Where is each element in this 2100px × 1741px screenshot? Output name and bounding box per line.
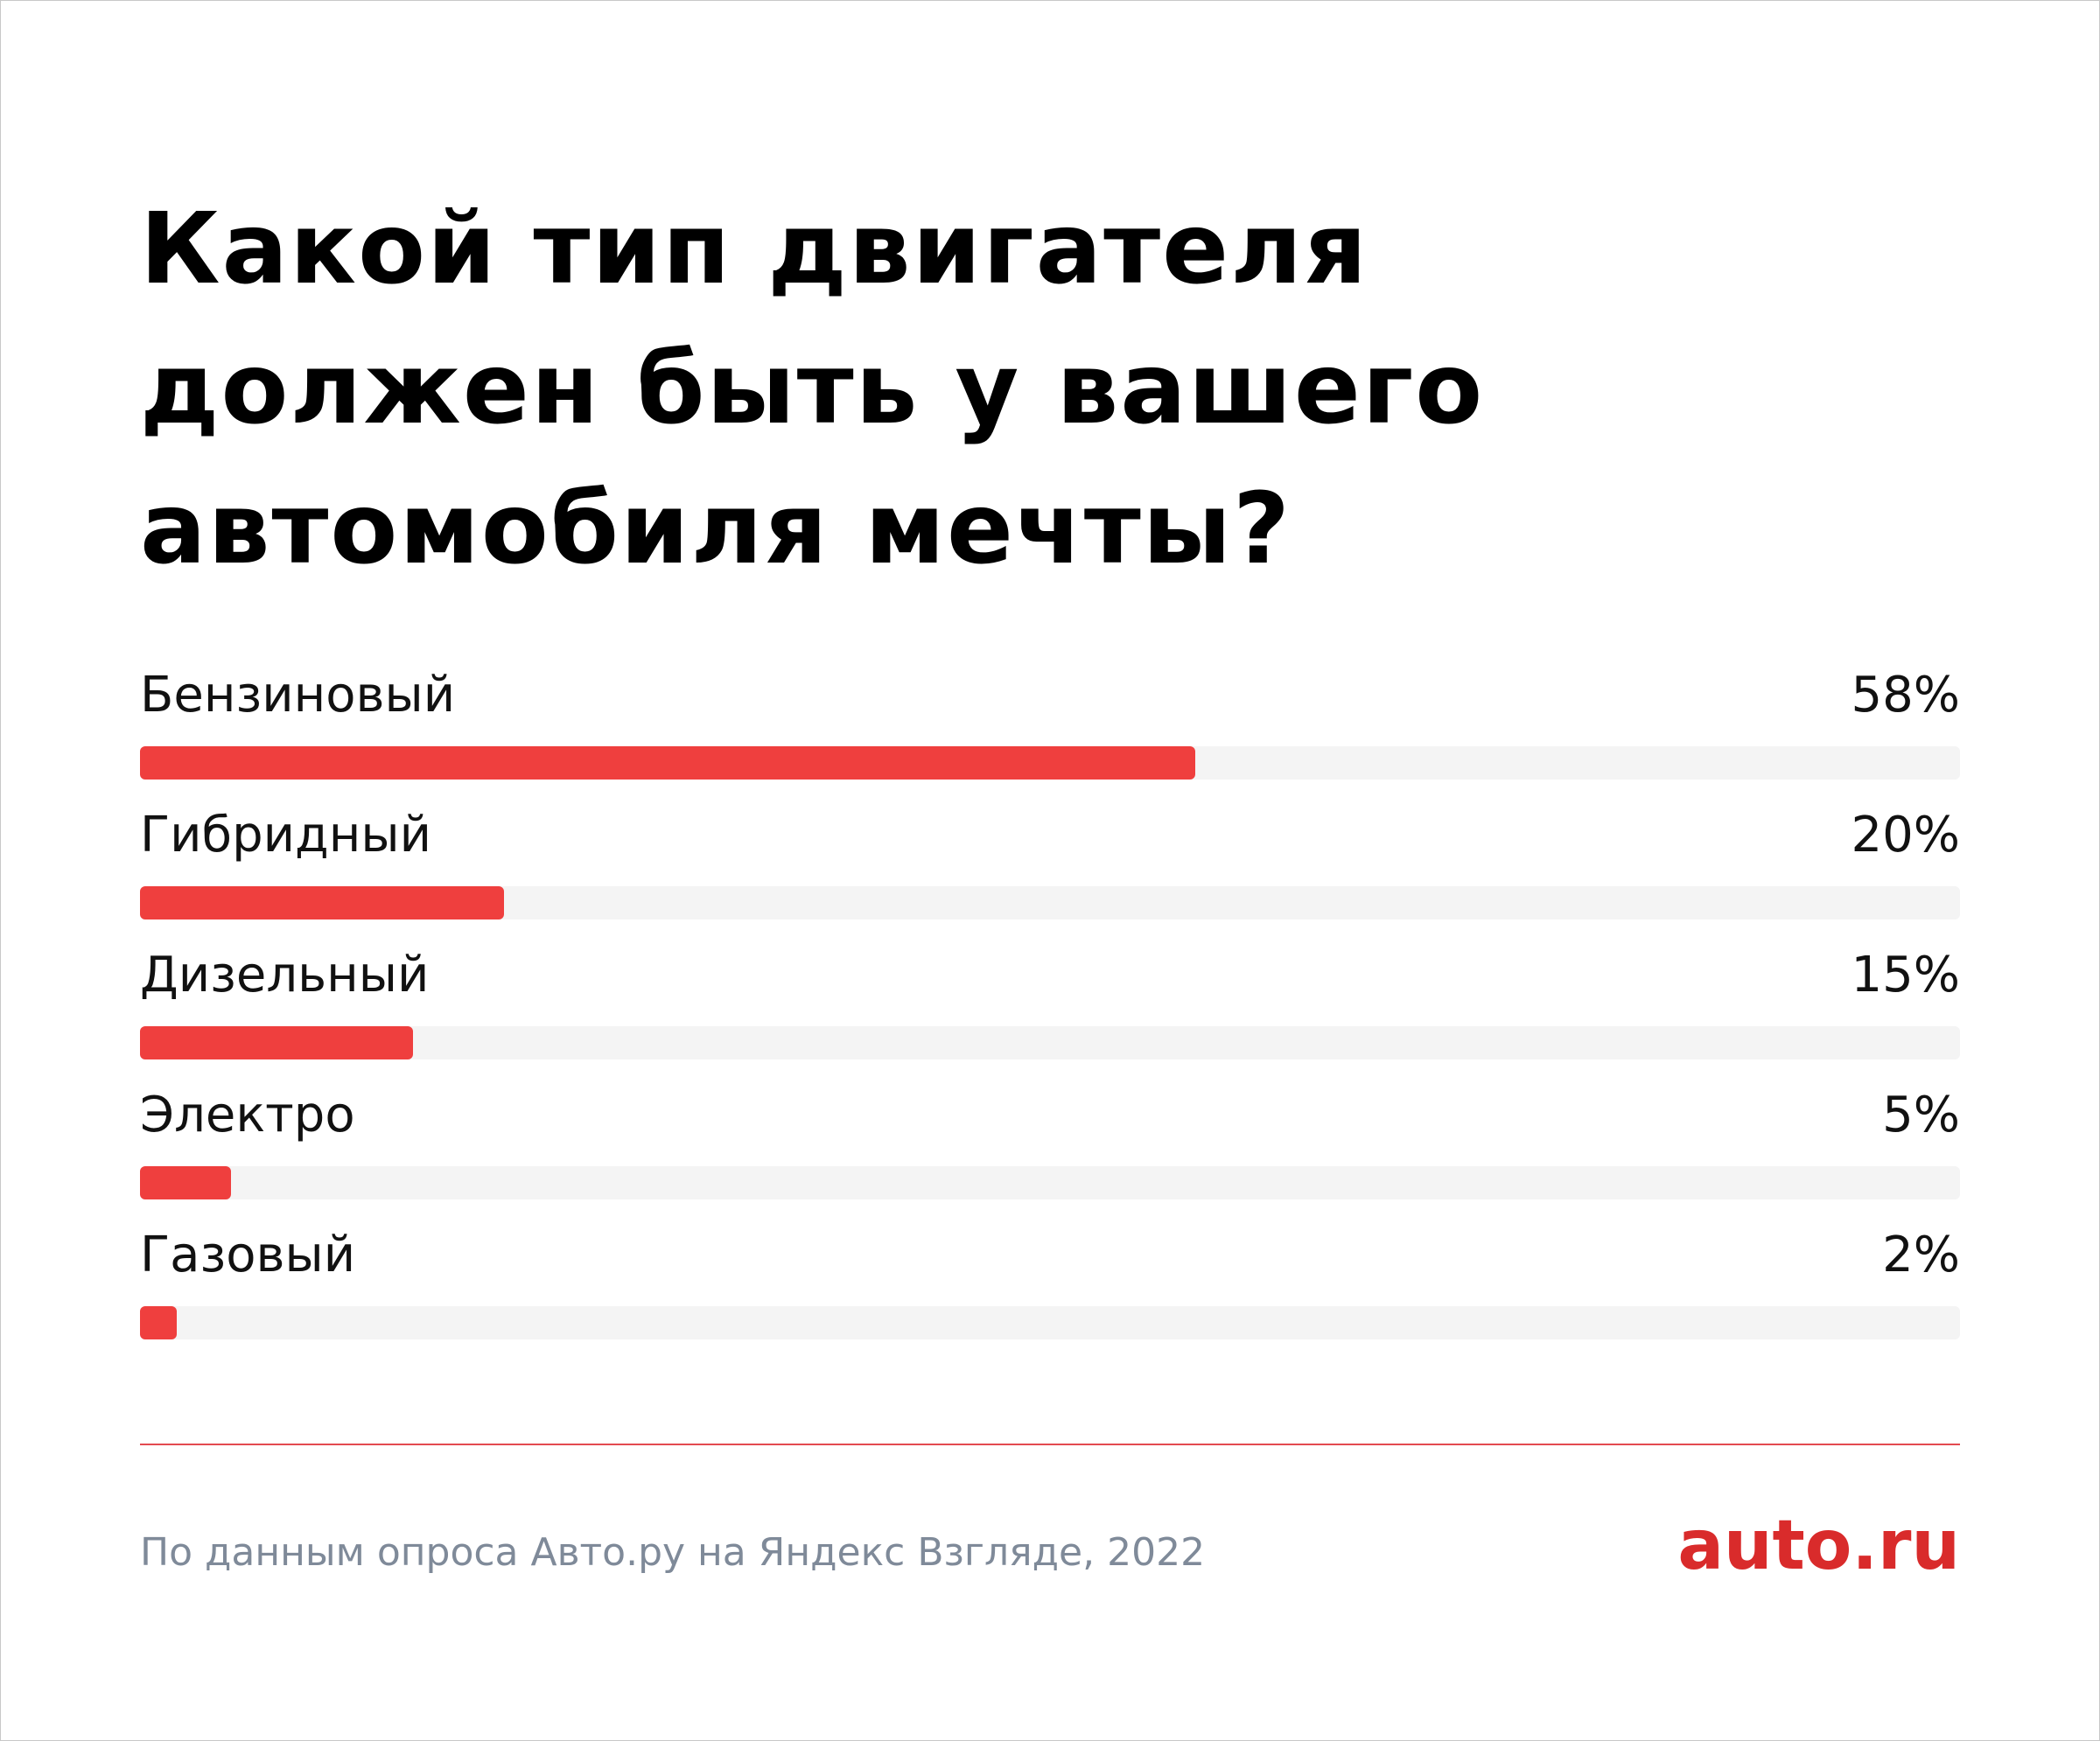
bar-value-label: 20%: [1851, 807, 1960, 864]
bar-row: Электро 5%: [140, 1080, 1960, 1220]
bar: [140, 886, 504, 919]
bar-chart: Бензиновый 58% Гибридный 20% Дизельный 15% Эле…: [140, 661, 1960, 1360]
bar-track: [140, 746, 1960, 780]
bar-label: Бензиновый: [140, 667, 456, 724]
bar: [140, 1306, 177, 1339]
bar-track: [140, 1306, 1960, 1339]
bar-track: [140, 886, 1960, 919]
bar-row: Газовый 2%: [140, 1220, 1960, 1360]
bar-label: Газовый: [140, 1227, 356, 1283]
bar: [140, 746, 1195, 780]
bar-label: Дизельный: [140, 947, 430, 1003]
bar-value-label: 2%: [1882, 1227, 1960, 1283]
bar-row: Бензиновый 58%: [140, 661, 1960, 801]
bar-track: [140, 1026, 1960, 1059]
bar-track: [140, 1166, 1960, 1199]
bar-row: Гибридный 20%: [140, 801, 1960, 940]
source-note: По данным опроса Авто.ру на Яндекс Взгля…: [140, 1530, 1206, 1575]
chart-title: Какой тип двигателя должен быть у вашего…: [140, 192, 1485, 586]
footer-divider: [140, 1444, 1960, 1445]
bar-label: Электро: [140, 1087, 355, 1143]
bar-row: Дизельный 15%: [140, 940, 1960, 1080]
auto-ru-logo: auto.ru: [1677, 1507, 1960, 1585]
bar-value-label: 15%: [1851, 947, 1960, 1003]
bar-value-label: 5%: [1882, 1087, 1960, 1143]
bar: [140, 1026, 413, 1059]
bar-value-label: 58%: [1851, 667, 1960, 724]
bar: [140, 1166, 231, 1199]
bar-label: Гибридный: [140, 807, 431, 864]
